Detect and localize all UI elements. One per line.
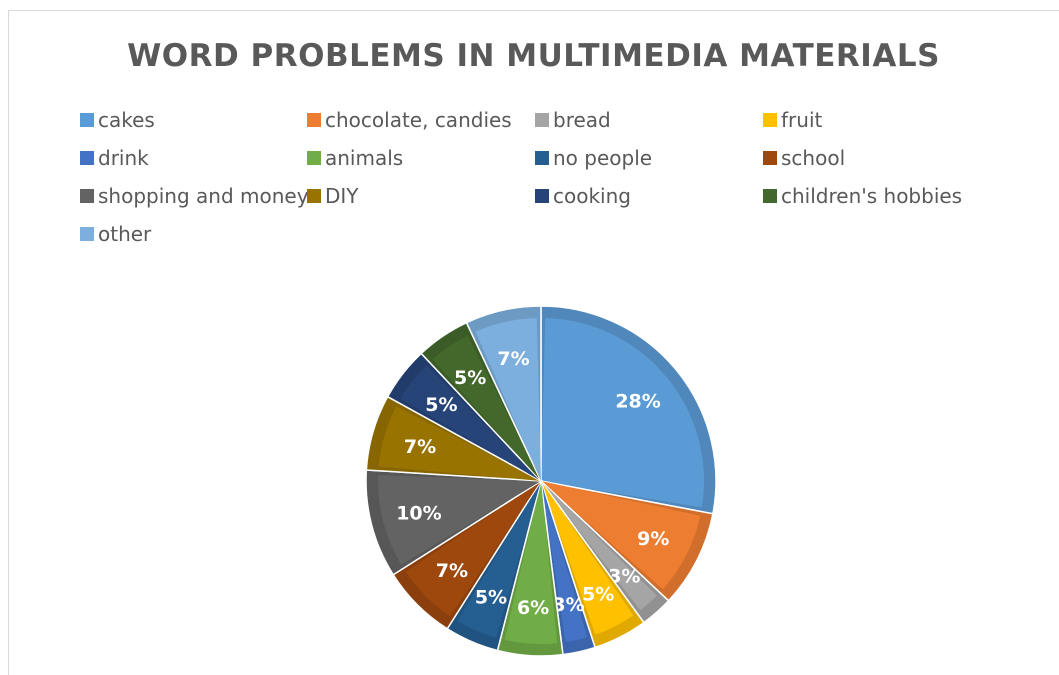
legend-label: children's hobbies — [781, 184, 963, 208]
legend-swatch — [307, 151, 321, 165]
legend-item: DIY — [307, 181, 359, 211]
pie-slice-highlight — [432, 335, 541, 481]
legend-label: animals — [325, 146, 404, 170]
legend-swatch — [535, 113, 549, 127]
pie-slice-highlight — [378, 406, 541, 481]
legend-swatch — [763, 151, 777, 165]
legend-swatch — [307, 113, 321, 127]
legend-item: drink — [80, 143, 149, 173]
pie-slice-highlight — [475, 318, 541, 481]
slice-data-label: 6% — [517, 597, 549, 619]
legend-item: other — [80, 219, 151, 249]
legend-item: shopping and money — [80, 181, 309, 211]
slice-data-label: 7% — [404, 436, 436, 458]
legend-swatch — [535, 151, 549, 165]
chart-frame-left — [8, 10, 9, 675]
slice-data-label: 5% — [582, 583, 614, 605]
chart-title: WORD PROBLEMS IN MULTIMEDIA MATERIALS — [127, 38, 940, 74]
pie-slice-highlight — [400, 365, 541, 481]
legend-item: fruit — [763, 105, 822, 135]
slice-data-label: 3% — [552, 594, 584, 616]
slice-data-label: 5% — [475, 587, 507, 609]
legend-swatch — [535, 189, 549, 203]
pie-slice-highlight — [541, 481, 701, 590]
pie-slice-highlight — [541, 481, 634, 635]
slice-data-label: 10% — [396, 502, 441, 524]
legend-item: chocolate, candies — [307, 105, 512, 135]
legend-label: DIY — [325, 184, 359, 208]
slice-data-label: 3% — [608, 566, 640, 588]
legend-label: chocolate, candies — [325, 108, 512, 132]
pie-slice-highlight — [541, 318, 704, 508]
legend-swatch — [80, 151, 94, 165]
legend-swatch — [80, 227, 94, 241]
pie-slice-highlight — [405, 481, 541, 617]
legend-swatch — [80, 113, 94, 127]
legend-item: children's hobbies — [763, 181, 962, 211]
legend-label: shopping and money — [98, 184, 309, 208]
pie-slice-highlight — [541, 481, 657, 611]
legend-label: fruit — [781, 108, 823, 132]
legend-item: school — [763, 143, 845, 173]
legend-label: school — [781, 146, 846, 170]
slice-data-label: 7% — [436, 560, 468, 582]
legend-item: animals — [307, 143, 403, 173]
legend-label: no people — [553, 146, 653, 170]
legend-swatch — [763, 189, 777, 203]
legend-label: bread — [553, 108, 611, 132]
legend-label: drink — [98, 146, 149, 170]
slice-data-label: 5% — [454, 367, 486, 389]
legend-item: cakes — [80, 105, 155, 135]
legend-label: cooking — [553, 184, 631, 208]
pie-slice-highlight — [504, 481, 558, 644]
slice-data-label: 5% — [425, 394, 457, 416]
legend-item: cooking — [535, 181, 631, 211]
pie-slice-highlight — [378, 475, 541, 565]
legend-swatch — [80, 189, 94, 203]
legend-swatch — [307, 189, 321, 203]
slice-data-label: 7% — [497, 348, 529, 370]
pie-slice-highlight — [541, 481, 588, 643]
legend-swatch — [763, 113, 777, 127]
slice-data-label: 9% — [637, 528, 669, 550]
slice-data-label: 28% — [615, 391, 660, 413]
legend-label: other — [98, 222, 152, 246]
pie-slice-highlight — [457, 481, 541, 638]
legend-item: bread — [535, 105, 611, 135]
chart-frame-top — [8, 10, 1059, 11]
legend-item: no people — [535, 143, 652, 173]
legend-label: cakes — [98, 108, 155, 132]
